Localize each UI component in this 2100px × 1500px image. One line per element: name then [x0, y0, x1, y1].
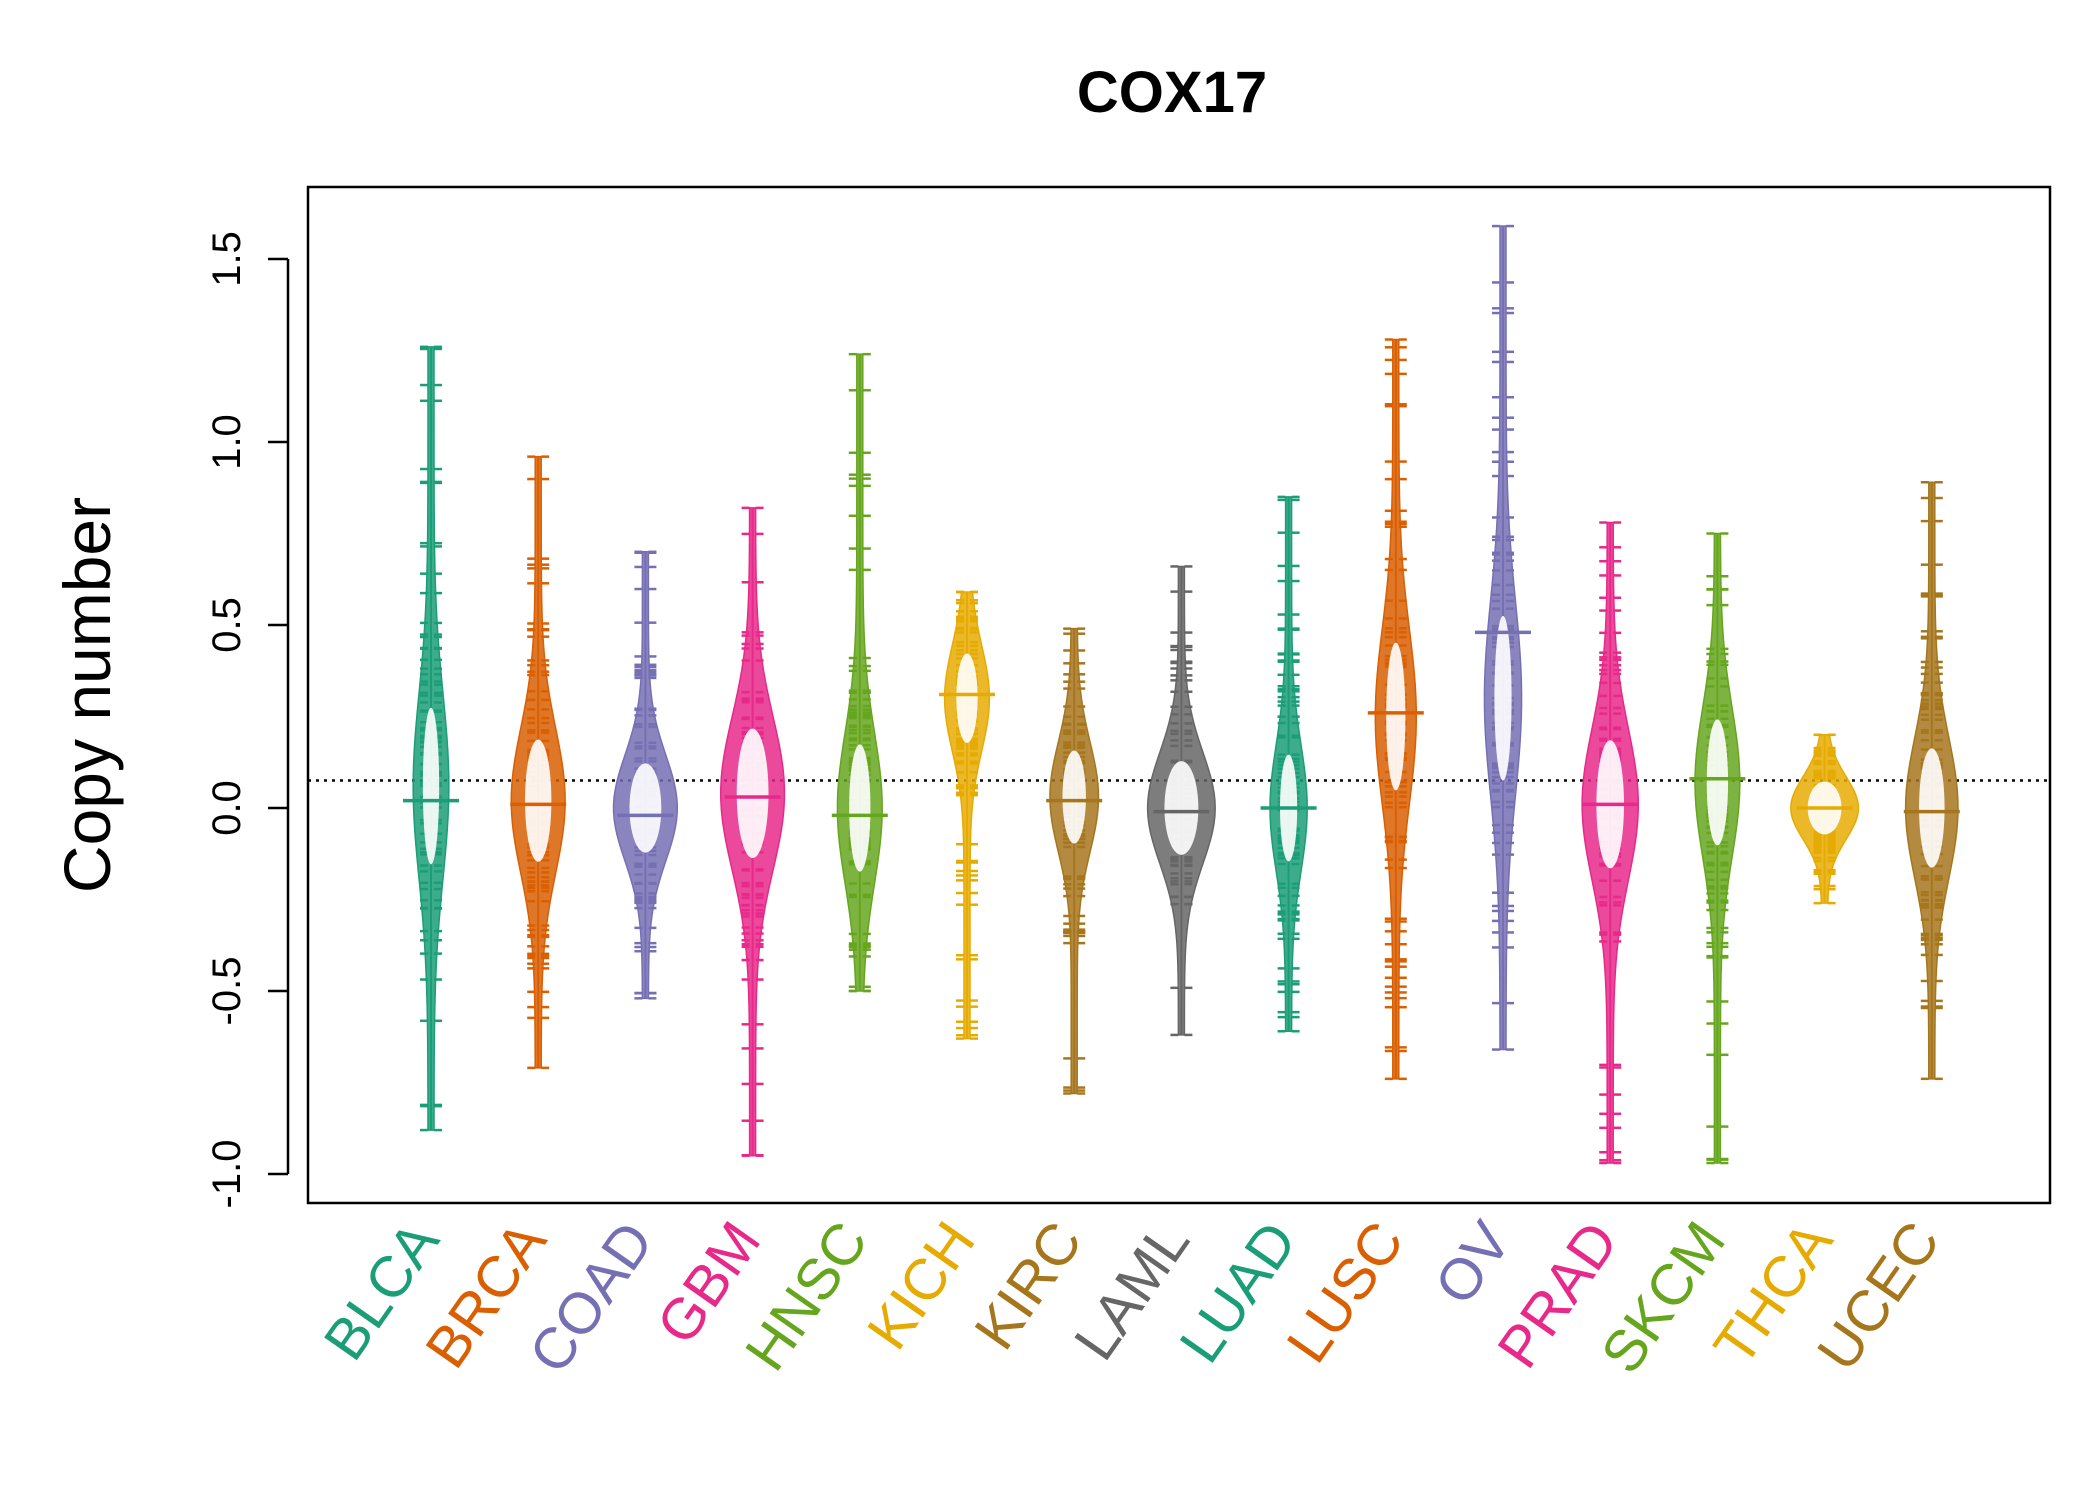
y-tick-label: 1.0 — [205, 414, 249, 470]
bean-core — [525, 739, 552, 862]
bean-thca — [1790, 733, 1860, 905]
bean-core — [422, 707, 440, 865]
x-tick-label: LUAD — [1167, 1210, 1309, 1374]
bean-density — [1694, 532, 1741, 1164]
bean-core — [629, 763, 662, 853]
bean-core — [1494, 615, 1512, 781]
x-tick-label: OV — [1422, 1210, 1523, 1316]
bean-coad — [612, 550, 678, 1000]
bean-gbm — [720, 506, 786, 1157]
x-tick-label: KICH — [855, 1210, 988, 1361]
bean-luad — [1260, 495, 1317, 1033]
bean-core — [956, 653, 978, 743]
y-tick-label: 0.5 — [205, 597, 249, 653]
bean-core — [1919, 748, 1945, 868]
bean-core — [1386, 642, 1406, 791]
bean-lusc — [1367, 338, 1424, 1081]
y-tick-label: -0.5 — [205, 957, 249, 1026]
y-tick-label: -1.0 — [205, 1140, 249, 1209]
bean-skcm — [1689, 532, 1746, 1165]
bean-core — [736, 728, 769, 859]
chart-title: COX17 — [1077, 60, 1267, 125]
bean-blca — [403, 345, 459, 1132]
plot-frame — [306, 185, 2052, 1205]
bean-ov — [1475, 224, 1531, 1051]
bean-core — [1706, 719, 1729, 846]
bean-core — [1164, 761, 1199, 855]
y-axis-label: Copy number — [50, 497, 124, 893]
plot-area — [308, 224, 2050, 1165]
bean-core — [849, 744, 871, 872]
bean-kich — [939, 590, 995, 1040]
bean-laml — [1146, 565, 1216, 1037]
bean-density — [836, 353, 883, 992]
bean-ucec — [1903, 481, 1960, 1081]
x-tick-label: LUSC — [1274, 1210, 1416, 1374]
bean-density — [1049, 627, 1100, 1095]
bean-hnsc — [831, 352, 888, 993]
bean-core — [1062, 750, 1086, 844]
y-tick-label: 0.0 — [205, 780, 249, 836]
bean-kirc — [1046, 627, 1103, 1095]
bean-brca — [510, 455, 567, 1070]
y-tick-label: 1.5 — [205, 231, 249, 287]
bean-prad — [1581, 521, 1640, 1165]
